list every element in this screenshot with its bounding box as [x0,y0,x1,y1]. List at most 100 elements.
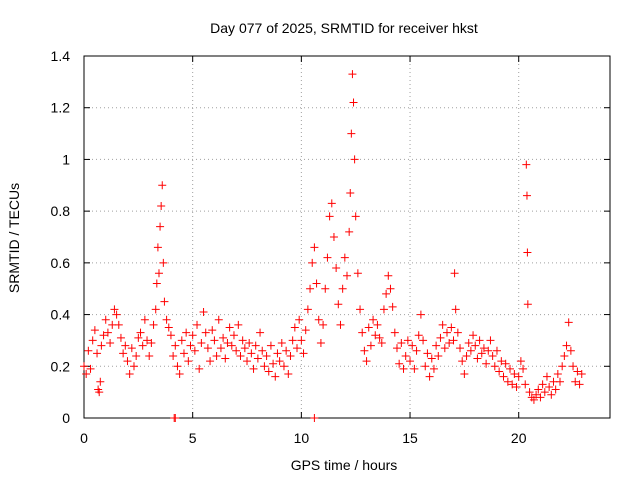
data-point [112,310,121,319]
data-point [475,336,484,345]
y-tick-label: 0.2 [51,358,71,374]
y-tick-label: 1 [62,151,70,167]
data-point [275,357,284,366]
data-point [214,315,223,324]
data-point [245,339,254,348]
data-point [388,302,397,311]
data-point [532,390,541,399]
data-point [221,354,230,363]
data-point [445,339,454,348]
data-point [269,359,278,368]
data-point [93,349,102,358]
data-point [308,258,317,267]
data-point [471,341,480,350]
data-point [334,300,343,309]
data-point [123,357,132,366]
data-point [512,382,521,391]
data-point [345,227,354,236]
data-point [488,351,497,360]
data-point [340,253,349,262]
data-point [310,414,319,422]
data-point [279,362,288,371]
data-point [499,372,508,381]
y-tick-label: 0.4 [51,307,71,323]
data-point [171,414,180,422]
data-point [434,351,443,360]
data-point [188,331,197,340]
data-point [397,339,406,348]
data-point [346,189,355,198]
data-point [240,344,249,353]
y-tick-label: 1.4 [51,48,71,64]
data-point [173,362,182,371]
data-point [442,328,451,337]
data-point [129,362,138,371]
data-point [284,370,293,379]
data-point [186,341,195,350]
data-point [197,339,206,348]
data-point [392,344,401,353]
data-point [212,351,221,360]
data-point [143,336,152,345]
data-point [373,320,382,329]
data-point [184,357,193,366]
data-point [560,351,569,360]
data-point [464,339,473,348]
data-point [538,380,547,389]
data-point [297,336,306,345]
data-point [190,346,199,355]
data-point [408,341,417,350]
data-point [127,344,136,353]
data-point [490,362,499,371]
data-point [256,328,265,337]
x-tick-label: 15 [402,430,418,446]
data-point [82,370,91,379]
data-point [225,323,234,332]
data-point [169,351,178,360]
data-point [336,320,345,329]
data-point [99,331,108,340]
data-point [132,351,141,360]
data-point [547,390,556,399]
plot-frame [83,55,611,419]
data-point [529,395,538,404]
data-point [403,336,412,345]
data-point [432,341,441,350]
data-point [195,364,204,373]
data-point [506,364,515,373]
data-point [466,346,475,355]
data-point [371,331,380,340]
x-tick-label: 5 [189,430,197,446]
data-point [375,333,384,342]
data-point [232,346,241,355]
data-point [469,331,478,340]
data-point [206,357,215,366]
data-point [514,372,523,381]
x-axis-label: GPS time / hours [291,457,398,473]
data-point [540,388,549,397]
data-point [501,359,510,368]
data-point [286,351,295,360]
data-point [154,269,163,278]
data-point [290,323,299,332]
data-point [332,264,341,273]
data-point [210,336,219,345]
data-point [177,336,186,345]
data-point [247,349,256,358]
data-point [147,339,156,348]
data-point [193,320,202,329]
data-point [116,333,125,342]
data-point [134,333,143,342]
data-point [182,328,191,337]
data-point [401,351,410,360]
data-point [353,269,362,278]
data-point [208,326,217,335]
data-point [266,341,275,350]
data-point [577,370,586,379]
data-point [521,380,530,389]
data-point [356,305,365,314]
data-point [321,284,330,293]
data-point [179,349,188,358]
y-axis-label: SRMTID / TECUs [6,183,22,293]
